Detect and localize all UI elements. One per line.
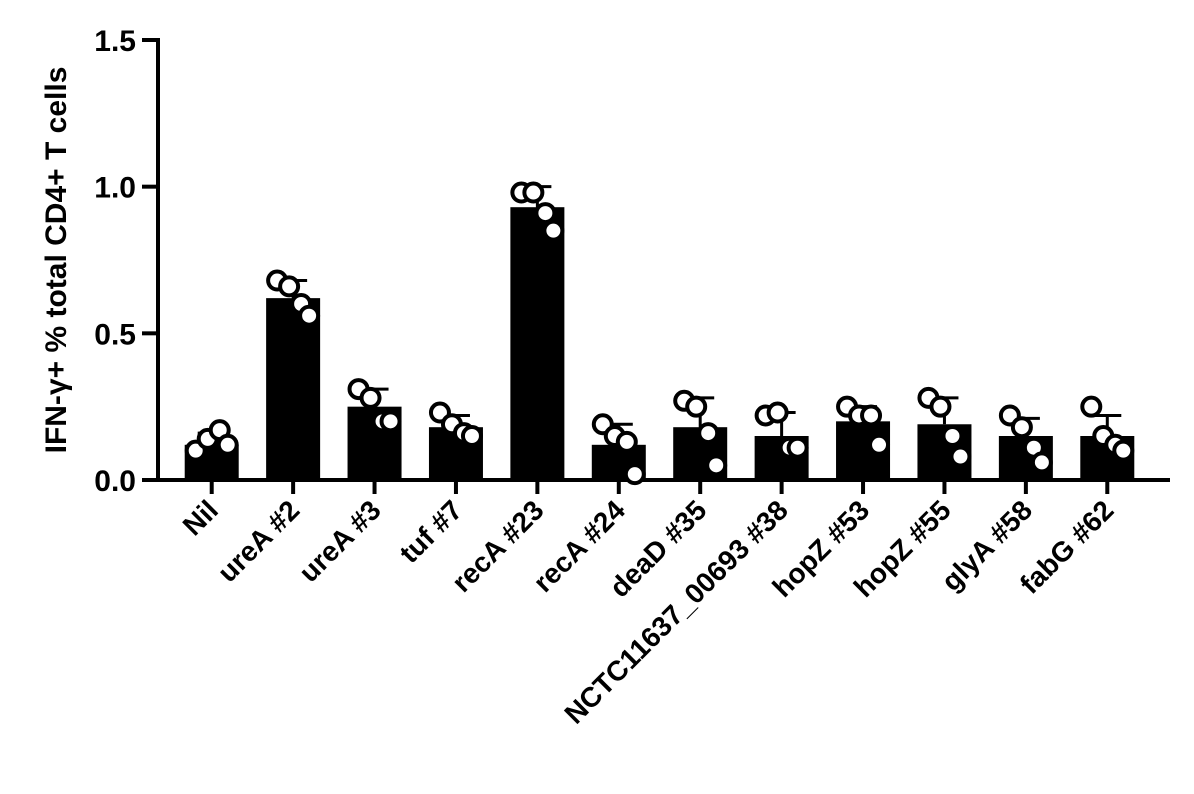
y-tick-label: 0.0 — [94, 465, 136, 498]
data-point — [522, 181, 545, 204]
data-point — [929, 395, 952, 418]
y-tick-label: 1.0 — [94, 172, 136, 205]
x-tick-label: Nil — [177, 494, 224, 541]
data-point — [705, 454, 728, 477]
x-tick-label: tuf #7 — [393, 494, 468, 569]
data-point — [697, 422, 720, 445]
bar — [266, 298, 321, 480]
data-point — [1010, 416, 1033, 439]
data-point — [1112, 439, 1135, 462]
data-point — [542, 219, 565, 242]
data-point — [786, 436, 809, 459]
data-point — [534, 202, 557, 225]
bar — [510, 207, 565, 480]
data-point — [1080, 395, 1103, 418]
y-tick-label: 0.5 — [94, 318, 136, 351]
y-axis-label: IFN-γ+ % total CD4+ T cells — [40, 67, 73, 454]
data-point — [615, 430, 638, 453]
y-tick-label: 1.5 — [94, 25, 136, 58]
data-point — [868, 433, 891, 456]
data-point — [278, 275, 301, 298]
data-point — [941, 425, 964, 447]
data-point — [860, 404, 883, 427]
data-point — [216, 433, 239, 456]
data-point — [460, 425, 483, 447]
data-point — [1030, 451, 1053, 474]
data-point — [685, 395, 708, 418]
data-point — [766, 401, 789, 424]
x-tick-label: ureA #3 — [293, 494, 387, 588]
data-point — [949, 445, 972, 468]
data-point — [359, 386, 382, 409]
data-point — [379, 410, 402, 433]
x-tick-label: ureA #2 — [212, 494, 306, 588]
data-point — [298, 304, 321, 327]
data-point — [623, 463, 646, 486]
